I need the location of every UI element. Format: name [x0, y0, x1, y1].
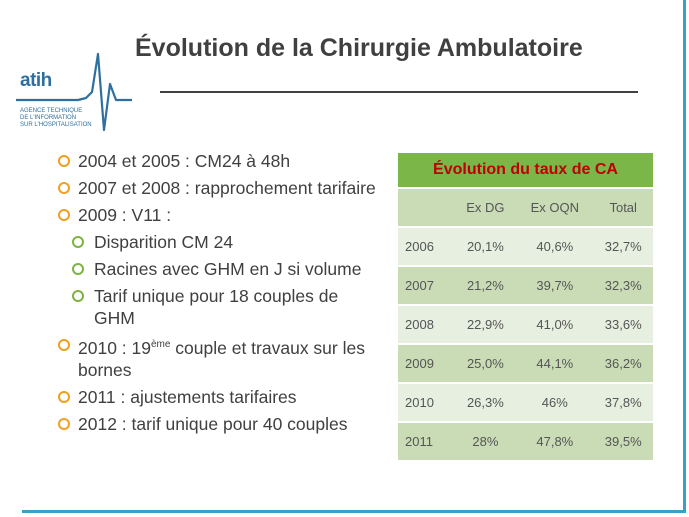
circle-bullet-icon	[72, 290, 84, 302]
sub-bullet-text: Racines avec GHM en J si volume	[94, 259, 362, 279]
table-cell: 40,6%	[516, 226, 594, 266]
table-row: 2008 22,9% 41,0% 33,6%	[398, 304, 653, 344]
table-cell: 25,0%	[454, 343, 517, 383]
sub-bullet-item: Disparition CM 24	[58, 231, 378, 253]
sub-bullet-text: Tarif unique pour 18 couples de GHM	[94, 286, 339, 328]
table-cell: 22,9%	[454, 304, 517, 344]
bullet-text: 2004 et 2005 : CM24 à 48h	[78, 151, 291, 171]
table-header-cell: Ex DG	[454, 187, 517, 227]
circle-bullet-icon	[58, 155, 70, 167]
table-cell-year: 2008	[398, 304, 455, 344]
table-caption: Évolution du taux de CA	[398, 151, 653, 188]
heartbeat-icon	[16, 52, 132, 132]
slide-title: Évolution de la Chirurgie Ambulatoire	[135, 34, 583, 62]
table-row: 2009 25,0% 44,1% 36,2%	[398, 343, 653, 383]
bullet-item: 2004 et 2005 : CM24 à 48h	[58, 150, 378, 172]
table-cell-year: 2006	[398, 226, 455, 266]
table-cell: 47,8%	[516, 421, 594, 460]
bullet-item: 2012 : tarif unique pour 40 couples	[58, 413, 378, 435]
table-cell: 32,3%	[593, 265, 653, 305]
circle-bullet-icon	[58, 182, 70, 194]
table-row: 2006 20,1% 40,6% 32,7%	[398, 226, 653, 266]
sub-bullet-item: Tarif unique pour 18 couples de GHM	[58, 285, 378, 329]
bullet-text: couple et travaux sur les bornes	[78, 337, 365, 380]
table-cell: 44,1%	[516, 343, 594, 383]
sub-bullet-item: Racines avec GHM en J si volume	[58, 258, 378, 280]
table-cell-year: 2011	[398, 421, 455, 460]
bullet-text: 2010 : 19	[78, 337, 151, 358]
circle-bullet-icon	[58, 417, 70, 430]
table-cell: 33,6%	[593, 304, 653, 344]
frame-bottom-border	[22, 510, 686, 513]
frame-right-border	[683, 0, 686, 512]
logo-subtitle-line: SUR L'HOSPITALISATION	[20, 122, 92, 128]
table-cell: 32,7%	[593, 226, 653, 266]
table-cell: 46%	[516, 382, 594, 422]
bullet-item: 2007 et 2008 : rapprochement tarifaire	[58, 177, 378, 199]
circle-bullet-icon	[58, 390, 70, 403]
bullet-text: 2009 : V11 :	[78, 205, 172, 225]
atih-logo: atih AGENCE TECHNIQUE DE L'INFORMATION S…	[14, 44, 134, 140]
table-cell: 28%	[454, 421, 517, 460]
table-cell-year: 2009	[398, 343, 455, 383]
bullet-text: 2012 : tarif unique pour 40 couples	[78, 413, 348, 434]
table-cell-year: 2007	[398, 265, 455, 305]
table-cell: 20,1%	[454, 226, 517, 266]
table-header-cell	[398, 187, 455, 227]
table-row: 2011 28% 47,8% 39,5%	[398, 421, 653, 460]
table-cell: 26,3%	[454, 382, 517, 422]
title-underline	[160, 91, 638, 93]
bullet-item: 2010 : 19ème couple et travaux sur les b…	[58, 334, 378, 381]
table-cell: 41,0%	[516, 304, 594, 344]
logo-subtitle-line: DE L'INFORMATION	[20, 115, 77, 121]
circle-bullet-icon	[58, 339, 70, 351]
table-cell-year: 2010	[398, 382, 455, 422]
bullet-text: 2007 et 2008 : rapprochement tarifaire	[78, 178, 376, 198]
circle-bullet-icon	[72, 263, 84, 275]
logo-subtitle-line: AGENCE TECHNIQUE	[20, 108, 83, 114]
circle-bullet-icon	[72, 236, 84, 248]
bullet-item: 2011 : ajustements tarifaires	[58, 386, 378, 408]
table-header-row: Ex DG Ex OQN Total	[398, 187, 653, 227]
circle-bullet-icon	[58, 209, 70, 221]
table-header-cell: Ex OQN	[516, 187, 594, 227]
ca-rate-table: Évolution du taux de CA Ex DG Ex OQN Tot…	[398, 151, 653, 460]
table-cell: 39,7%	[516, 265, 594, 305]
logo-name: atih	[20, 70, 52, 91]
table-row: 2007 21,2% 39,7% 32,3%	[398, 265, 653, 305]
table-cell: 21,2%	[454, 265, 517, 305]
bullet-text: 2011 : ajustements tarifaires	[78, 386, 297, 407]
bullet-superscript: ème	[150, 339, 171, 350]
table-cell: 39,5%	[593, 421, 653, 460]
table-header-cell: Total	[593, 187, 653, 227]
table-cell: 36,2%	[593, 343, 653, 383]
logo-subtitle: AGENCE TECHNIQUE DE L'INFORMATION SUR L'…	[20, 108, 116, 129]
bullet-list: 2004 et 2005 : CM24 à 48h 2007 et 2008 :…	[58, 150, 378, 435]
bullet-item: 2009 : V11 :	[58, 204, 378, 226]
table-cell: 37,8%	[593, 382, 653, 422]
table-caption-row: Évolution du taux de CA	[398, 151, 653, 188]
table-row: 2010 26,3% 46% 37,8%	[398, 382, 653, 422]
sub-bullet-text: Disparition CM 24	[94, 232, 234, 252]
